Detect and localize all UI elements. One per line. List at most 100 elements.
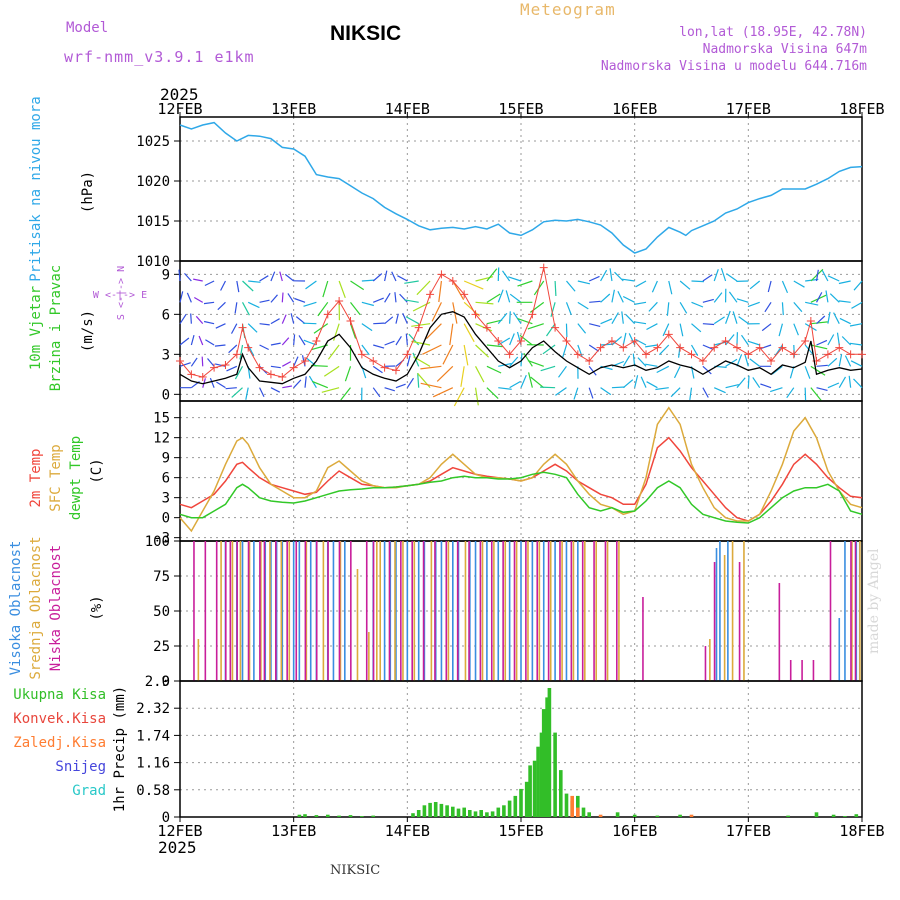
wind-arrow xyxy=(622,295,635,303)
precip-total-bar xyxy=(297,814,302,817)
pressure-ytick-label: 1025 xyxy=(136,134,170,150)
wind-arrow xyxy=(194,296,204,303)
wind-arrow xyxy=(178,269,181,282)
wind-arrow xyxy=(463,280,484,290)
wind-arrow xyxy=(736,354,743,367)
wind-gust-marker xyxy=(380,363,389,372)
wind-arrow xyxy=(614,271,624,282)
wind-arrow xyxy=(656,365,670,374)
wind-arrow xyxy=(853,280,863,291)
wind-arrow xyxy=(825,290,829,303)
model-name: wrf-nmm_v3.9.1 e1km xyxy=(64,48,255,66)
wind-arrow xyxy=(247,344,255,357)
wind-arrow xyxy=(679,323,684,337)
wind-arrow xyxy=(611,312,619,324)
wind-arrow xyxy=(713,269,719,282)
wind-arrow xyxy=(566,280,576,292)
wind-arrow xyxy=(281,337,290,346)
wind-axis-label-1: 10m Vjetar xyxy=(28,286,44,370)
wind-arrow xyxy=(259,344,269,351)
precip-legend-label-2: Konvek.Kisa xyxy=(13,711,106,727)
wind-arrow xyxy=(486,387,499,400)
precip-total-bar xyxy=(536,746,540,817)
wind-arrow xyxy=(509,356,519,367)
wind-arrow xyxy=(829,293,840,303)
wind-gust-marker xyxy=(517,337,525,345)
wind-arrow xyxy=(498,387,512,390)
wind-arrow xyxy=(691,301,704,308)
wind-gust-marker xyxy=(210,363,219,372)
precip-legend-label-5: Grad xyxy=(72,783,106,799)
wind-arrow xyxy=(622,332,627,346)
wind-arrow xyxy=(513,312,522,325)
temperature-ytick-label: 0 xyxy=(162,511,170,527)
wind-direction-key-vertical: S <-|-> N xyxy=(116,266,127,320)
precip-total-bar xyxy=(854,814,859,817)
wind-ytick-label: 3 xyxy=(162,347,170,363)
wind-arrow xyxy=(226,365,238,372)
wind-arrow xyxy=(744,354,749,367)
precip-total-bar xyxy=(559,770,563,817)
wind-gust-marker xyxy=(335,297,344,305)
wind-arrow xyxy=(600,387,612,396)
wind-arrow xyxy=(702,298,714,303)
wind-arrow xyxy=(431,302,442,322)
wind-arrow xyxy=(361,344,370,356)
pressure-ytick-label: 1020 xyxy=(136,174,170,190)
wind-arrow xyxy=(668,280,673,295)
wind-arrow xyxy=(321,387,340,393)
wind-axis-label-2: Brzina i Pravac xyxy=(48,265,64,391)
wind-arrow xyxy=(662,323,670,337)
wind-arrow xyxy=(621,278,635,282)
wind-arrow xyxy=(281,292,284,303)
meteogram-title: Meteogram xyxy=(520,0,616,19)
wind-arrow xyxy=(588,365,597,376)
wind-arrow xyxy=(838,280,851,285)
wind-gust-marker xyxy=(846,350,855,359)
precip-total-bar xyxy=(843,816,847,817)
wind-arrow xyxy=(527,360,544,367)
precip-total-bar xyxy=(314,815,319,817)
temperature-ytick-label: 12 xyxy=(153,431,170,447)
wind-arrow xyxy=(190,334,195,346)
top-date-label: 12FEB xyxy=(157,100,202,118)
wind-arrow xyxy=(438,280,443,303)
precip-total-bar xyxy=(451,806,455,817)
wind-gust-marker xyxy=(198,373,207,381)
wind-ytick-label: 0 xyxy=(162,387,170,403)
wind-arrow xyxy=(497,289,504,303)
wind-arrow xyxy=(600,318,613,325)
wind-gust-marker xyxy=(767,357,776,365)
wind-arrow xyxy=(395,383,406,389)
wind-arrow xyxy=(216,381,226,389)
wind-unit-label: (m/s) xyxy=(80,310,96,352)
wind-arrow xyxy=(634,375,639,388)
location-coordinates: lon,lat (18.95E, 42.78N) xyxy=(679,25,867,40)
bottom-date-label: 15FEB xyxy=(498,822,543,840)
wind-gust-marker xyxy=(539,263,548,272)
precip-total-bar xyxy=(371,815,375,817)
top-date-label: 17FEB xyxy=(726,100,771,118)
wind-gust-marker xyxy=(687,350,696,359)
wind-arrow xyxy=(509,333,515,346)
wind-gust-marker xyxy=(551,323,560,332)
wind-arrow xyxy=(190,313,192,324)
wind-arrow xyxy=(340,387,351,401)
wind-arrow xyxy=(673,366,681,379)
wind-arrow xyxy=(234,302,238,314)
wind-arrow xyxy=(505,290,511,303)
wind-gust-marker xyxy=(323,310,332,319)
bottom-date-label: 18FEB xyxy=(839,822,884,840)
wind-arrow xyxy=(679,280,691,290)
wind-arrow xyxy=(609,268,613,282)
wind-gust-marker xyxy=(528,310,537,319)
wind-arrow xyxy=(726,273,738,282)
wind-arrow xyxy=(350,280,365,291)
precip-total-bar xyxy=(528,765,532,817)
precip-total-bar xyxy=(490,811,495,817)
wind-arrow xyxy=(761,323,772,332)
precip-total-bar xyxy=(524,781,529,817)
wind-arrow xyxy=(774,344,783,356)
precip-total-bar xyxy=(553,732,557,817)
cloud-unit-label: (%) xyxy=(89,595,105,620)
